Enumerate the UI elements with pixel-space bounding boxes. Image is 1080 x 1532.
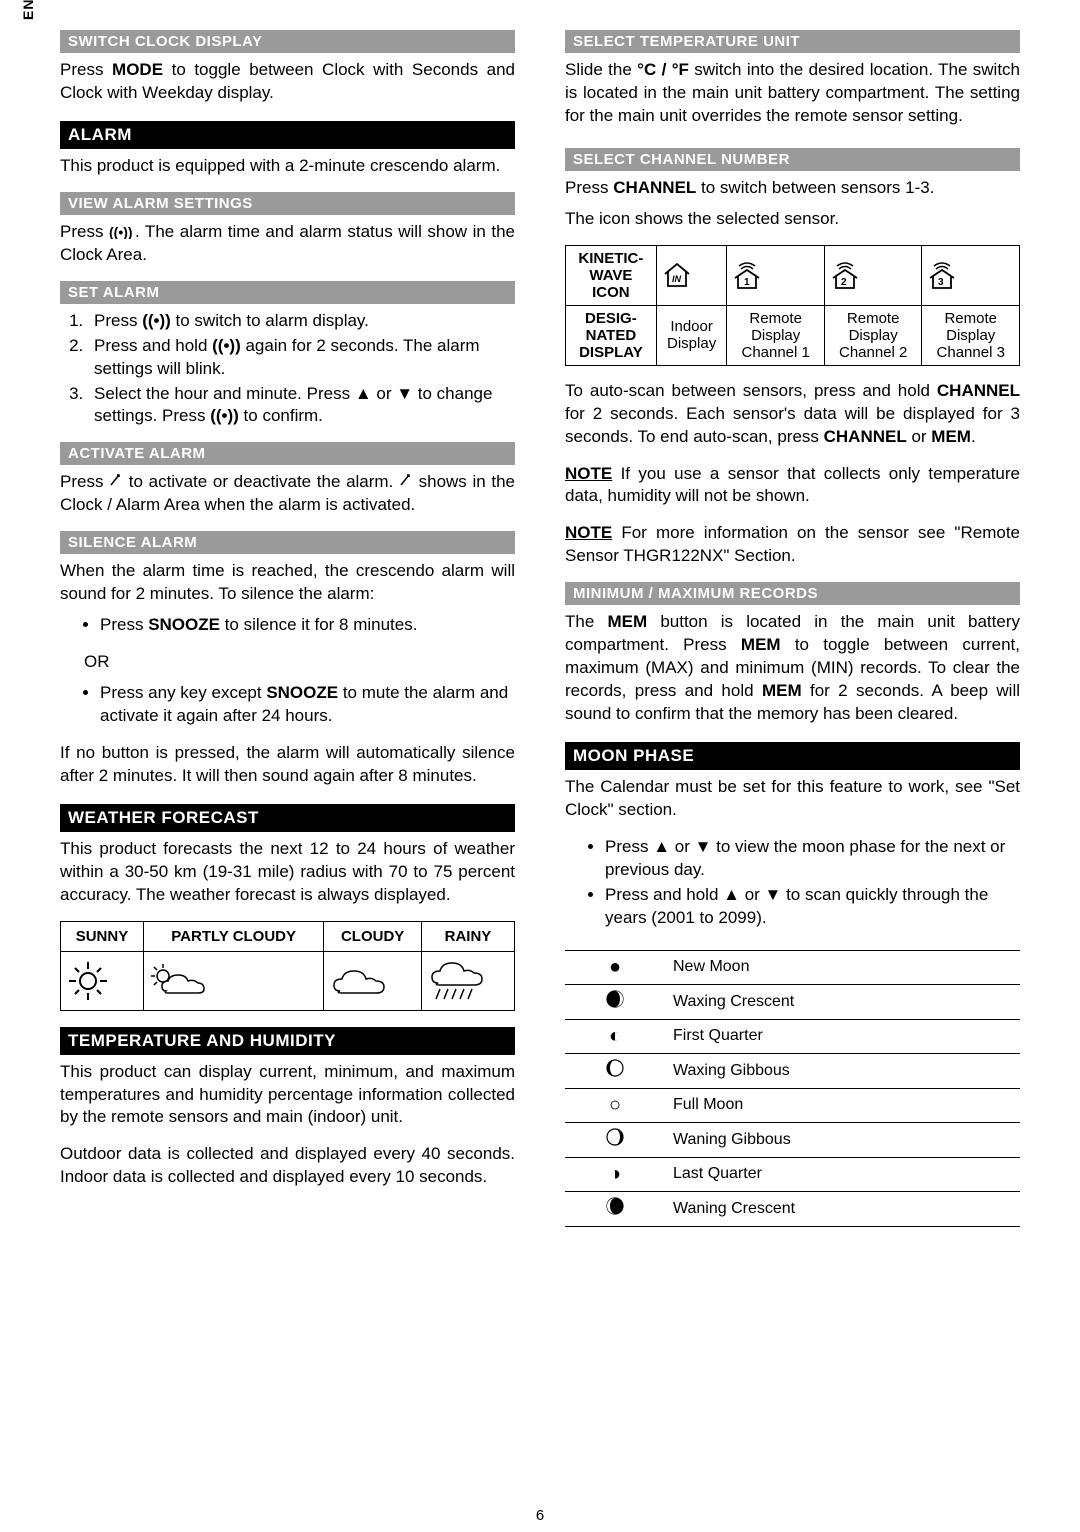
moon-table: ●New Moon Waxing Crescent ◐First Quarter… (565, 950, 1020, 1227)
alarm-intro: This product is equipped with a 2-minute… (60, 155, 515, 178)
rainy-icon (421, 951, 514, 1010)
temp-unit-text: Slide the °C / °F switch into the desire… (565, 59, 1020, 128)
sensor-table: KINETIC-WAVE ICON IN 1 2 3 DESIG-NATED D… (565, 245, 1020, 366)
bell-icon (109, 472, 123, 491)
bell-icon (399, 472, 413, 491)
activate-alarm-text: Press to activate or deactivate the alar… (60, 471, 515, 517)
moon-header: MOON PHASE (565, 742, 1020, 770)
silence-outro: If no button is pressed, the alarm will … (60, 742, 515, 788)
channel-p2: The icon shows the selected sensor. (565, 208, 1020, 231)
full-moon-icon: ○ (565, 1088, 665, 1122)
switch-clock-header: SWITCH CLOCK DISPLAY (60, 30, 515, 53)
channel-note1: NOTE If you use a sensor that collects o… (565, 463, 1020, 509)
waxing-crescent-icon (565, 984, 665, 1019)
moon-intro: The Calendar must be set for this featur… (565, 776, 1020, 822)
svg-text:2: 2 (841, 277, 847, 288)
weather-table: SUNNY PARTLY CLOUDY CLOUDY RAINY (60, 921, 515, 1011)
minmax-text: The MEM button is located in the main un… (565, 611, 1020, 726)
last-quarter-icon: ◑ (565, 1157, 665, 1191)
alarm-icon: ((•)) (109, 225, 135, 239)
svg-text:3: 3 (938, 277, 944, 288)
minmax-header: MINIMUM / MAXIMUM RECORDS (565, 582, 1020, 605)
silence-bullet-1: Press SNOOZE to silence it for 8 minutes… (60, 614, 515, 637)
new-moon-icon: ● (565, 950, 665, 984)
channel-p1: Press CHANNEL to switch between sensors … (565, 177, 1020, 200)
activate-alarm-header: ACTIVATE ALARM (60, 442, 515, 465)
temp-hum-p1: This product can display current, minimu… (60, 1061, 515, 1130)
up-icon: ▲ (355, 384, 372, 403)
sunny-icon (61, 951, 144, 1010)
first-quarter-icon: ◐ (565, 1019, 665, 1053)
silence-intro: When the alarm time is reached, the cres… (60, 560, 515, 606)
channel-note2: NOTE For more information on the sensor … (565, 522, 1020, 568)
switch-clock-text: Press MODE to toggle between Clock with … (60, 59, 515, 105)
moon-bullets: Press ▲ or ▼ to view the moon phase for … (565, 836, 1020, 930)
remote2-icon: 2 (824, 245, 922, 305)
waning-gibbous-icon (565, 1122, 665, 1157)
channel-p3: To auto-scan between sensors, press and … (565, 380, 1020, 449)
svg-text:IN: IN (672, 274, 682, 284)
waxing-gibbous-icon (565, 1053, 665, 1088)
waning-crescent-icon (565, 1191, 665, 1226)
cloudy-icon (324, 951, 422, 1010)
page-number: 6 (536, 1507, 544, 1524)
left-column: SWITCH CLOCK DISPLAY Press MODE to toggl… (60, 30, 515, 1241)
set-alarm-steps: Press ((•)) to switch to alarm display. … (60, 310, 515, 429)
temp-unit-header: SELECT TEMPERATURE UNIT (565, 30, 1020, 53)
weather-intro: This product forecasts the next 12 to 24… (60, 838, 515, 907)
language-tab: EN (20, 0, 36, 20)
set-alarm-header: SET ALARM (60, 281, 515, 304)
down-icon: ▼ (396, 384, 413, 403)
channel-header: SELECT CHANNEL NUMBER (565, 148, 1020, 171)
weather-header: WEATHER FORECAST (60, 804, 515, 832)
view-alarm-text: Press ((•)). The alarm time and alarm st… (60, 221, 515, 267)
svg-text:1: 1 (744, 277, 750, 288)
alarm-header: ALARM (60, 121, 515, 149)
silence-alarm-header: SILENCE ALARM (60, 531, 515, 554)
view-alarm-header: VIEW ALARM SETTINGS (60, 192, 515, 215)
or-text: OR (84, 651, 515, 674)
temp-hum-header: TEMPERATURE AND HUMIDITY (60, 1027, 515, 1055)
temp-hum-p2: Outdoor data is collected and displayed … (60, 1143, 515, 1189)
remote1-icon: 1 (727, 245, 825, 305)
svg-text:((•)): ((•)) (109, 225, 133, 239)
partly-cloudy-icon (143, 951, 323, 1010)
right-column: SELECT TEMPERATURE UNIT Slide the °C / °… (565, 30, 1020, 1241)
silence-bullet-2: Press any key except SNOOZE to mute the … (60, 682, 515, 728)
indoor-icon: IN (656, 245, 727, 305)
remote3-icon: 3 (922, 245, 1020, 305)
